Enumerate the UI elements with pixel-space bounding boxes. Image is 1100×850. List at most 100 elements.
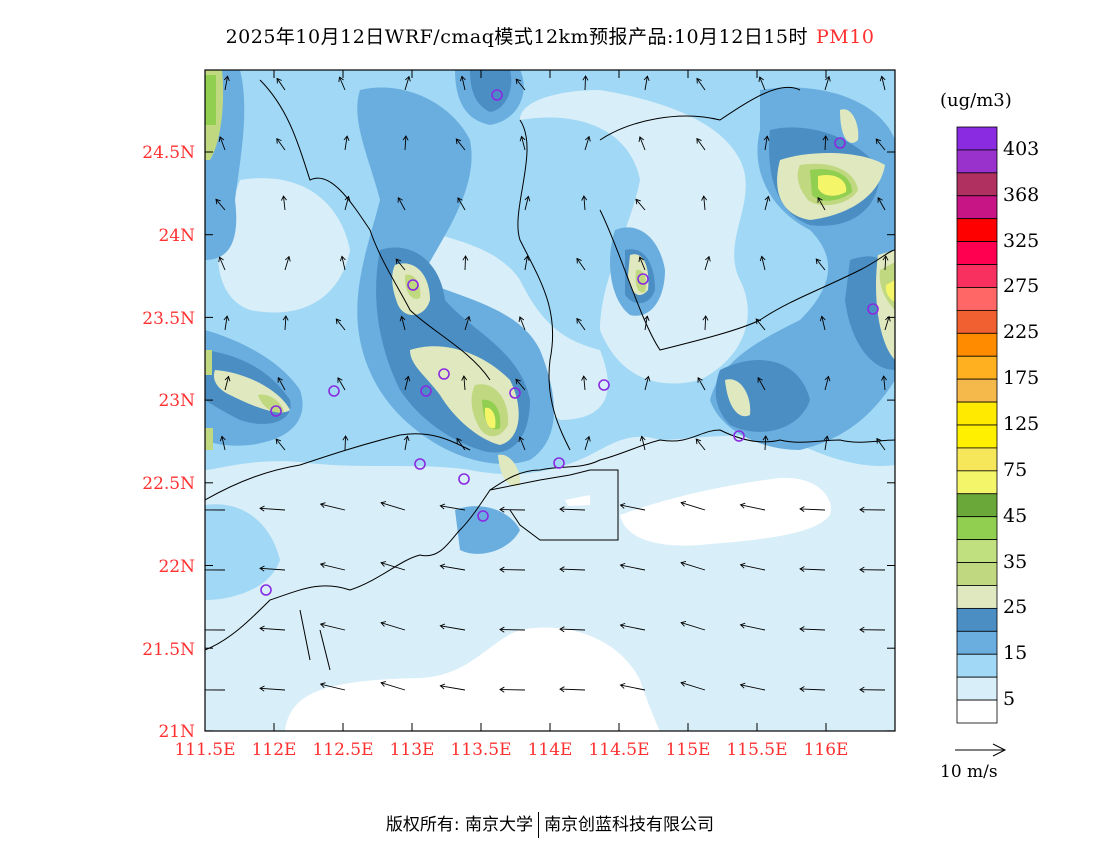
lat-label: 23.5N <box>142 309 195 329</box>
wind-arrow <box>859 506 886 513</box>
wind-arrow <box>205 629 226 631</box>
colorbar-label: 25 <box>1003 596 1028 619</box>
lat-label: 23N <box>158 391 195 411</box>
wind-arrow <box>380 621 406 631</box>
wind-arrow <box>581 195 588 211</box>
footer-divider <box>538 812 540 838</box>
colorbar-label: 5 <box>1003 688 1016 711</box>
colorbar-swatch <box>956 493 998 518</box>
colorbar-swatch <box>956 401 998 426</box>
wind-arrow <box>499 686 526 693</box>
wind-arrow <box>799 506 826 513</box>
colorbar-label: 403 <box>1003 137 1040 160</box>
wind-arrow <box>584 135 591 151</box>
wind-arrow <box>881 375 887 391</box>
wind-arrow <box>259 565 286 572</box>
wind-arrow <box>639 435 646 451</box>
wind-arrow <box>439 503 466 511</box>
station-marker <box>553 457 565 469</box>
wind-arrow <box>763 135 770 151</box>
station-marker <box>458 473 470 485</box>
wind-arrow <box>499 506 526 513</box>
wind-arrow <box>342 435 349 451</box>
colorbar-swatch <box>956 172 998 197</box>
wind-arrow <box>319 562 346 571</box>
colorbar-swatch <box>956 585 998 609</box>
wind-arrow <box>697 377 706 391</box>
wind-arrow <box>344 195 351 211</box>
wind-arrow <box>702 315 709 331</box>
lat-label: 24.5N <box>142 143 195 163</box>
wind-arrow <box>559 626 586 633</box>
wind-arrow <box>319 682 346 691</box>
station-marker <box>867 303 879 315</box>
wind-vectors <box>205 75 891 693</box>
wind-arrow <box>380 561 406 571</box>
colorbar-label: 325 <box>1003 229 1040 252</box>
wind-arrow <box>462 255 469 271</box>
colorbar-swatch <box>956 287 998 311</box>
wind-arrow <box>799 566 826 573</box>
monitoring-stations <box>260 89 879 596</box>
colorbar-label: 35 <box>1003 550 1028 573</box>
colorbar-swatch <box>956 309 998 334</box>
wind-arrow <box>576 257 586 271</box>
wind-arrow <box>403 435 410 451</box>
wind-arrow <box>643 75 650 91</box>
station-marker <box>407 279 419 291</box>
lat-label: 22N <box>158 557 195 577</box>
wind-arrow <box>524 195 531 211</box>
wind-arrow <box>815 258 826 271</box>
lat-label: 22.5N <box>142 474 195 494</box>
colorbar-swatch <box>956 562 998 586</box>
lon-label: 111.5E <box>174 740 236 760</box>
wind-arrow <box>695 438 706 451</box>
coastline <box>205 79 895 671</box>
wind-arrow <box>643 315 650 331</box>
wind-arrow <box>817 197 826 211</box>
station-marker <box>260 584 272 596</box>
station-marker <box>420 385 432 397</box>
wind-arrow <box>822 135 829 151</box>
wind-arrow <box>739 502 766 511</box>
wind-arrow <box>397 196 406 211</box>
wind-arrow <box>879 75 886 91</box>
wind-arrow <box>884 315 891 331</box>
wind-arrow <box>619 502 646 511</box>
wind-arrow <box>380 681 406 691</box>
wind-arrow <box>259 685 286 692</box>
wind-arrow <box>276 137 286 151</box>
lon-label: 114.5E <box>588 740 650 760</box>
wind-arrow <box>335 318 346 331</box>
wind-arrow <box>823 435 830 451</box>
colorbar-label: 45 <box>1003 504 1028 527</box>
station-marker <box>414 458 426 470</box>
copyright-footer: 版权所有: 南京大学 南京创蓝科技有限公司 <box>0 810 1100 838</box>
wind-arrow <box>581 375 588 391</box>
copyright-owner: 版权所有: 南京大学 <box>385 815 534 835</box>
wind-arrow <box>680 680 706 691</box>
wind-arrow <box>875 138 886 151</box>
wind-arrow <box>218 256 226 271</box>
colorbar-swatch <box>956 516 998 541</box>
reference-vector <box>955 743 1007 757</box>
colorbar-swatch <box>956 676 998 701</box>
colorbar-swatch <box>956 241 998 265</box>
wind-arrow <box>582 75 589 91</box>
wind-arrow <box>739 562 766 571</box>
wind-arrow <box>759 255 766 271</box>
lon-label: 112.5E <box>312 740 374 760</box>
wind-arrow <box>337 377 346 391</box>
wind-arrow <box>755 318 766 331</box>
wind-arrow <box>518 316 526 331</box>
colorbar-swatch <box>956 264 998 288</box>
wind-arrow <box>259 625 286 632</box>
wind-arrow <box>515 78 526 91</box>
colorbar-label: 75 <box>1003 458 1028 481</box>
lon-label: 112E <box>251 740 297 760</box>
wind-arrow <box>635 198 646 211</box>
wind-arrow <box>499 566 526 573</box>
wind-arrow <box>799 626 826 633</box>
wind-arrow <box>338 76 346 91</box>
